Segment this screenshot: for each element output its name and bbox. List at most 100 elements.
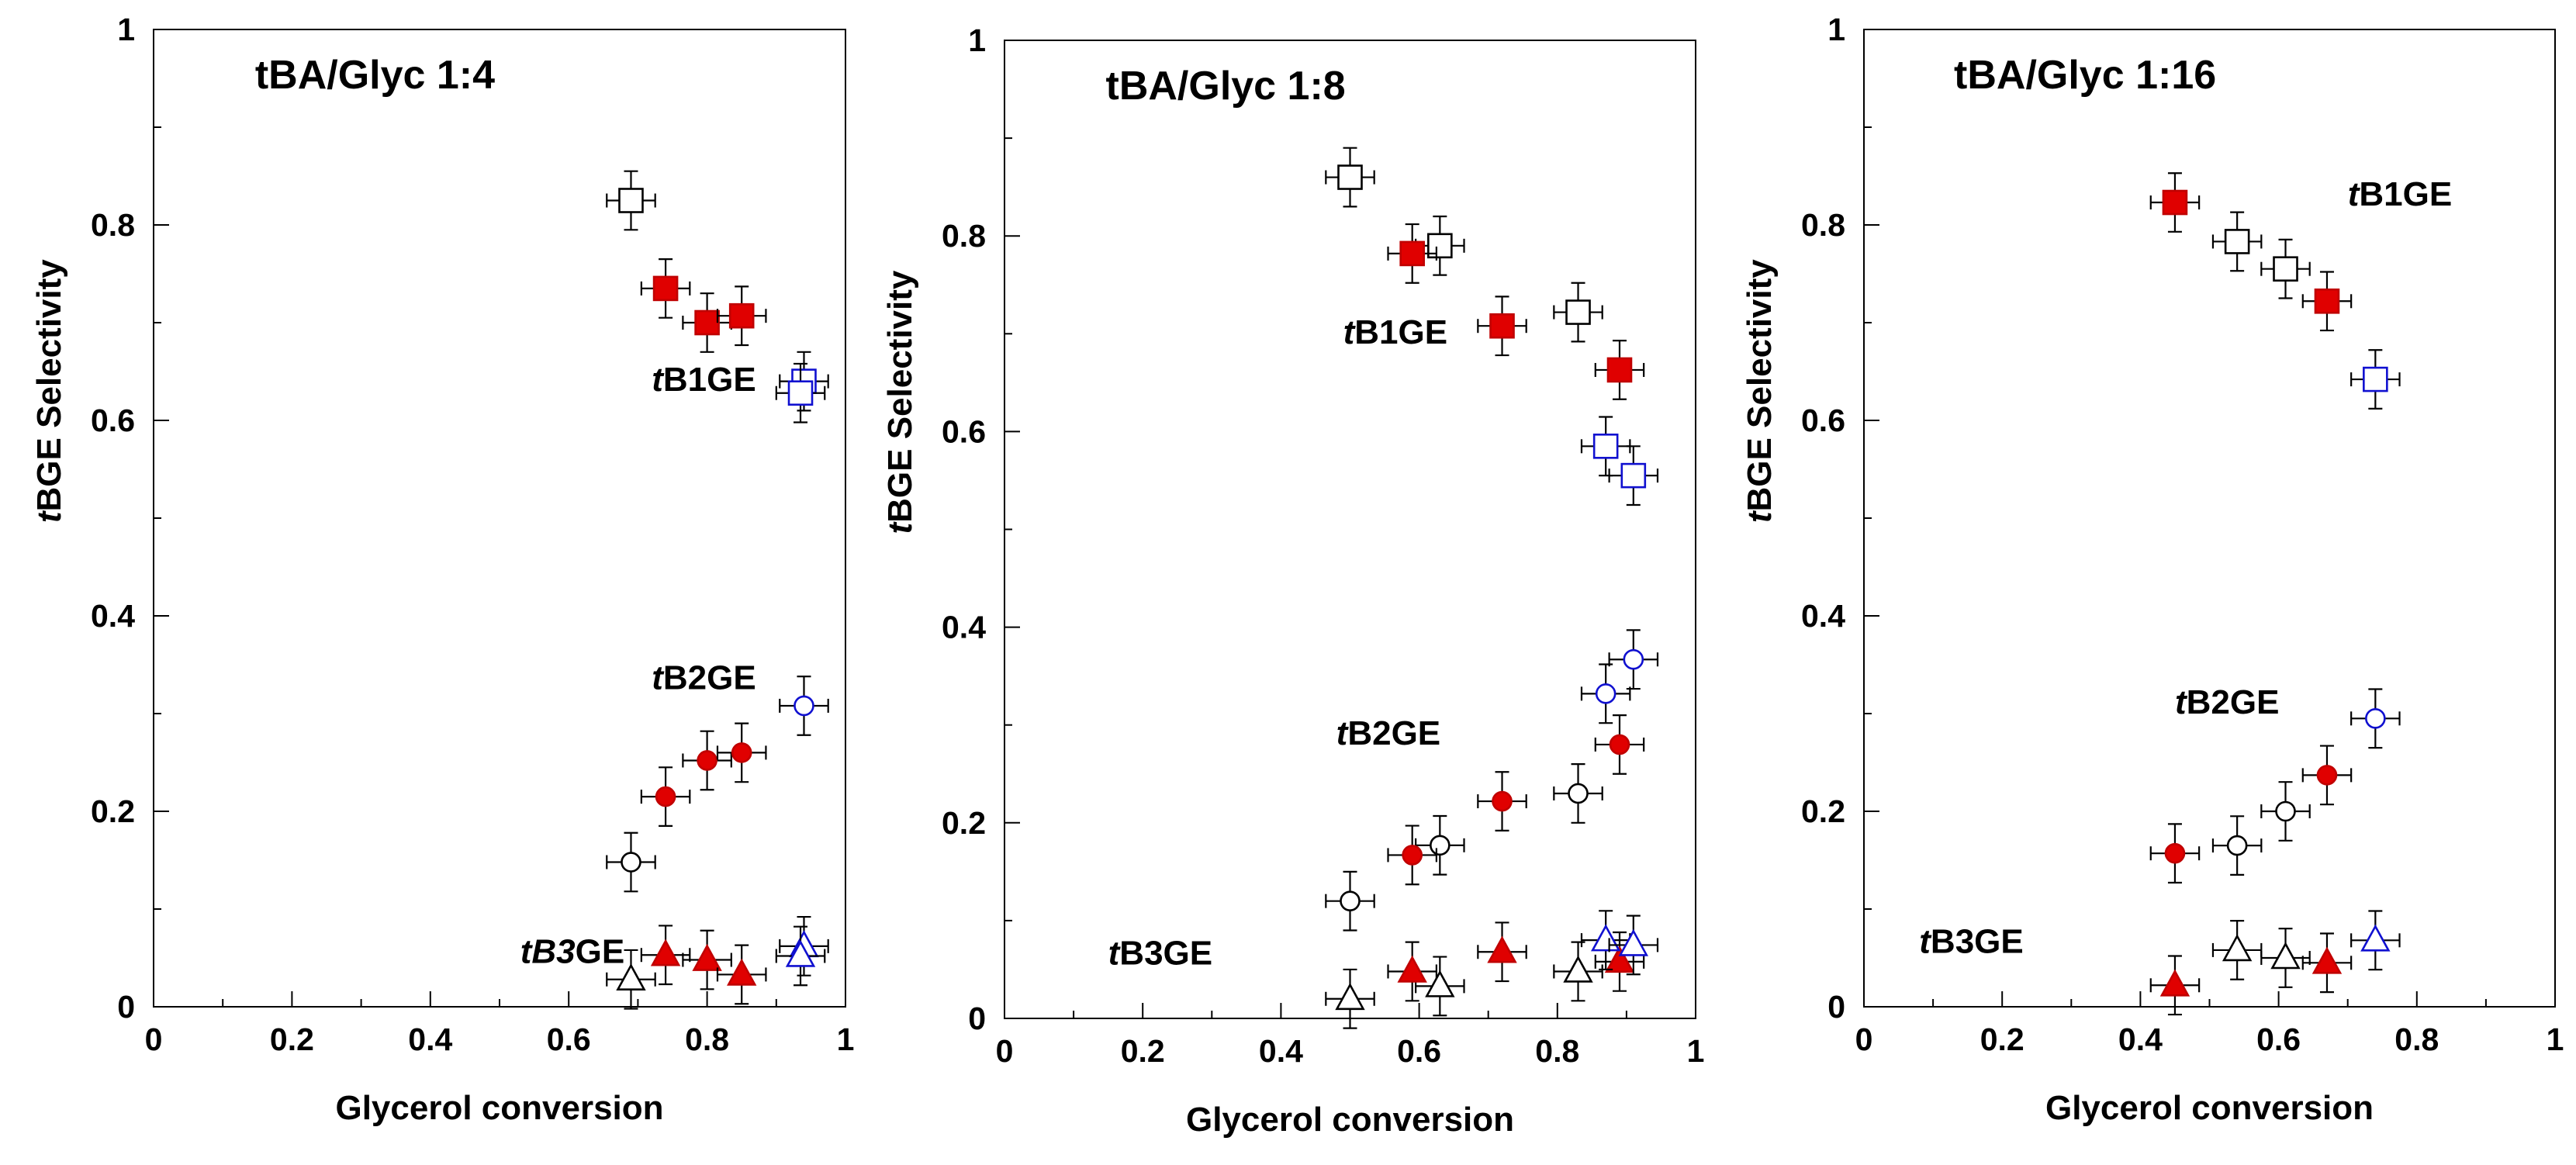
y-tick-label: 1 xyxy=(968,22,986,58)
data-point-triangle xyxy=(1487,935,1517,963)
x-tick-label: 1 xyxy=(2547,1022,2564,1057)
y-tick-label: 0.8 xyxy=(91,207,135,243)
y-tick-label: 0.2 xyxy=(91,793,135,829)
annotation-rest: GE xyxy=(576,932,625,970)
data-point-square xyxy=(1337,164,1363,190)
data-point-circle xyxy=(1568,783,1589,804)
annotation-italic: t xyxy=(1336,714,1350,752)
x-axis-label: Glycerol conversion xyxy=(335,1089,663,1127)
y-tick-label: 0 xyxy=(1827,989,1845,1025)
y-axis-label-italic: t xyxy=(881,521,919,534)
data-point-triangle xyxy=(1563,955,1593,983)
y-axis-label-rest: BGE Selectivity xyxy=(881,270,919,523)
y-tick-label: 0.4 xyxy=(942,610,986,645)
chart-panel-1: 0 0.2 0.4 0.6 0.8 1 0 0.2 0.4 0.6 0.8 1 tBA/Glyc 1:4… xyxy=(30,12,854,1127)
chart-title: tBA/Glyc 1:4 xyxy=(255,53,495,98)
data-point-circle xyxy=(2275,800,2296,822)
data-point-square xyxy=(728,302,755,329)
series-annotation: tB3GE xyxy=(1919,923,2023,961)
data-point-circle xyxy=(1430,835,1451,856)
series-annotation: tB2GE xyxy=(1336,714,1440,752)
data-point-square xyxy=(1606,357,1633,383)
x-tick-label: 0.8 xyxy=(2394,1022,2439,1057)
data-point-square xyxy=(2363,366,2388,392)
annotation-rest: B2GE xyxy=(663,659,756,697)
y-axis-label-italic: t xyxy=(30,510,68,523)
x-axis-label: Glycerol conversion xyxy=(1186,1101,1514,1139)
data-point-triangle xyxy=(1335,983,1365,1011)
y-tick-label: 0.4 xyxy=(1801,598,1845,634)
y-tick-label: 0 xyxy=(117,989,135,1025)
annotation-italic: t xyxy=(2348,175,2361,213)
x-tick-label: 0.8 xyxy=(1535,1033,1579,1069)
data-point-triangle xyxy=(785,939,816,967)
annotation-italic: t xyxy=(1343,313,1357,351)
x-tick-label: 0 xyxy=(996,1033,1014,1069)
y-axis-label: tBGE Selectivity xyxy=(881,270,919,534)
data-point-triangle xyxy=(2360,924,2391,952)
annotation-italic: t xyxy=(652,659,665,697)
data-point-circle xyxy=(794,695,814,717)
y-tick-label: 0.2 xyxy=(942,805,986,841)
data-point-square xyxy=(1399,240,1425,267)
x-tick-label: 0.6 xyxy=(1397,1033,1441,1069)
data-point-circle xyxy=(621,852,641,873)
y-tick-label: 0.6 xyxy=(942,413,986,449)
data-point-circle xyxy=(655,786,676,807)
data-point-square xyxy=(2162,189,2188,216)
data-point-square xyxy=(787,380,814,406)
y-tick-label: 1 xyxy=(117,12,135,47)
data-point-square xyxy=(618,188,644,213)
chart-panel-3: 0 0.2 0.4 0.6 0.8 1 0 0.2 0.4 0.6 0.8 1 tBA/Glyc 1:1… xyxy=(1741,12,2564,1127)
data-point-triangle xyxy=(1604,945,1635,973)
y-tick-label: 0.8 xyxy=(942,218,986,254)
error-bar xyxy=(716,944,767,1005)
annotation-italic: t xyxy=(652,361,665,399)
data-point-square xyxy=(1620,462,1647,489)
y-tick-label: 0.6 xyxy=(91,403,135,438)
data-point-triangle xyxy=(2270,942,2301,970)
data-point-triangle xyxy=(2311,946,2343,974)
x-tick-label: 1 xyxy=(837,1022,855,1057)
x-tick-label: 0.4 xyxy=(408,1022,452,1057)
y-tick-label: 1 xyxy=(1827,12,1845,47)
x-tick-label: 0 xyxy=(1855,1022,1873,1057)
y-tick-label: 0.8 xyxy=(1801,207,1845,243)
y-axis-label: tBGE Selectivity xyxy=(1741,259,1779,523)
data-point-triangle xyxy=(650,939,681,966)
data-point-circle xyxy=(731,742,752,763)
data-point-circle xyxy=(2164,842,2186,864)
y-tick-label: 0.6 xyxy=(1801,403,1845,438)
y-axis-label: tBGE Selectivity xyxy=(30,259,68,523)
x-tick-label: 0 xyxy=(145,1022,163,1057)
series-annotation: tB2GE xyxy=(652,659,756,697)
y-tick-label: 0.4 xyxy=(91,598,135,634)
x-tick-label: 0.2 xyxy=(270,1022,314,1057)
series-annotation: tB3GE xyxy=(520,932,624,970)
series-annotation: tB2GE xyxy=(2175,683,2279,721)
x-tick-label: 0.8 xyxy=(685,1022,729,1057)
data-point-triangle xyxy=(616,963,646,991)
data-point-triangle xyxy=(1618,928,1649,956)
data-point-triangle xyxy=(1590,924,1621,952)
data-point-triangle xyxy=(692,943,722,971)
data-point-triangle xyxy=(2159,969,2190,997)
annotation-rest: B1GE xyxy=(2359,175,2452,213)
data-point-square xyxy=(1592,434,1619,459)
data-point-circle xyxy=(1609,734,1630,755)
x-tick-label: 0.2 xyxy=(1980,1022,2024,1057)
x-tick-label: 0.4 xyxy=(1259,1033,1303,1069)
data-point-triangle xyxy=(1425,970,1455,997)
data-point-square xyxy=(652,275,679,302)
annotation-rest: B3GE xyxy=(1119,935,1212,973)
data-point-triangle xyxy=(1397,955,1427,983)
annotation-italic: t xyxy=(1919,923,1932,961)
data-point-circle xyxy=(1402,845,1423,866)
data-point-circle xyxy=(1595,683,1616,704)
annotation-rest: B3GE xyxy=(1931,923,2024,961)
data-point-square xyxy=(2224,229,2250,254)
chart-panel-2: 0 0.2 0.4 0.6 0.8 1 0 0.2 0.4 0.6 0.8 1 tBA/Glyc 1:8… xyxy=(881,22,1704,1139)
annotation-rest: B2GE xyxy=(2187,683,2280,721)
series-annotation: tB1GE xyxy=(2348,175,2452,213)
